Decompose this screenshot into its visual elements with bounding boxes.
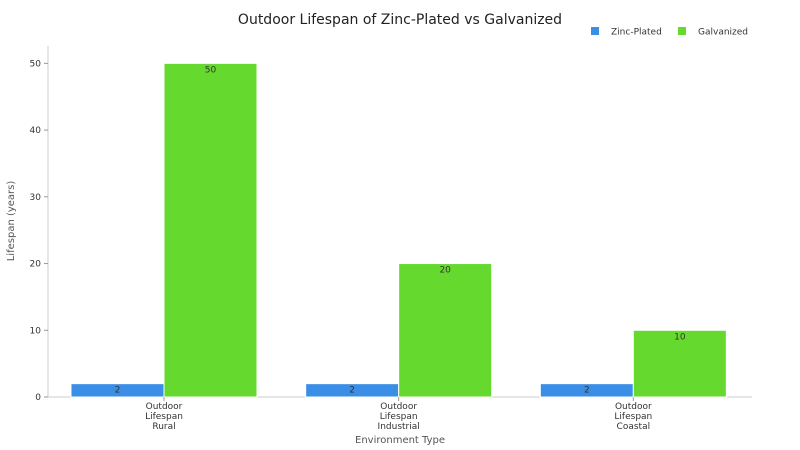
y-tick-label: 20 (30, 260, 42, 270)
data-label: 10 (674, 332, 686, 342)
x-tick-label-line: Lifespan (145, 412, 183, 422)
x-tick-label-line: Outdoor (615, 402, 652, 412)
legend: Zinc-Plated Galvanized (591, 27, 748, 38)
y-tick-label: 40 (30, 126, 42, 136)
x-tick-label-line: Industrial (378, 422, 420, 432)
x-tick-label: Outdoor Lifespan Coastal (614, 402, 652, 432)
y-tick-label: 30 (30, 193, 42, 203)
x-tick-label-line: Coastal (617, 422, 651, 432)
legend-label-galvanized: Galvanized (698, 28, 748, 38)
x-tick-label: Outdoor Lifespan Industrial (378, 402, 420, 432)
y-tick-label: 50 (30, 59, 42, 69)
data-label: 50 (205, 65, 217, 75)
x-tick-label-line: Lifespan (614, 412, 652, 422)
x-tick-label-line: Lifespan (380, 412, 418, 422)
y-tick-label: 10 (30, 326, 42, 336)
y-tick-label: 0 (35, 393, 41, 403)
data-label: 2 (349, 386, 355, 396)
chart-title: Outdoor Lifespan of Zinc-Plated vs Galva… (238, 12, 562, 28)
data-label: 2 (115, 386, 121, 396)
x-axis-title: Environment Type (355, 435, 445, 446)
legend-swatch-zinc-plated (591, 27, 599, 35)
x-tick-label: Outdoor Lifespan Rural (145, 402, 183, 432)
legend-swatch-galvanized (678, 27, 686, 35)
data-label: 2 (584, 386, 590, 396)
bar-galvanized-2 (398, 263, 493, 398)
bar-galvanized-1 (163, 62, 258, 398)
x-tick-label-line: Outdoor (380, 402, 417, 412)
x-tick-label-line: Outdoor (146, 402, 183, 412)
x-tick-label-line: Rural (152, 422, 175, 432)
data-label: 20 (439, 266, 451, 276)
legend-label-zinc-plated: Zinc-Plated (611, 28, 662, 38)
bar-galvanized-3 (632, 329, 727, 398)
y-axis-title: Lifespan (years) (6, 181, 17, 262)
